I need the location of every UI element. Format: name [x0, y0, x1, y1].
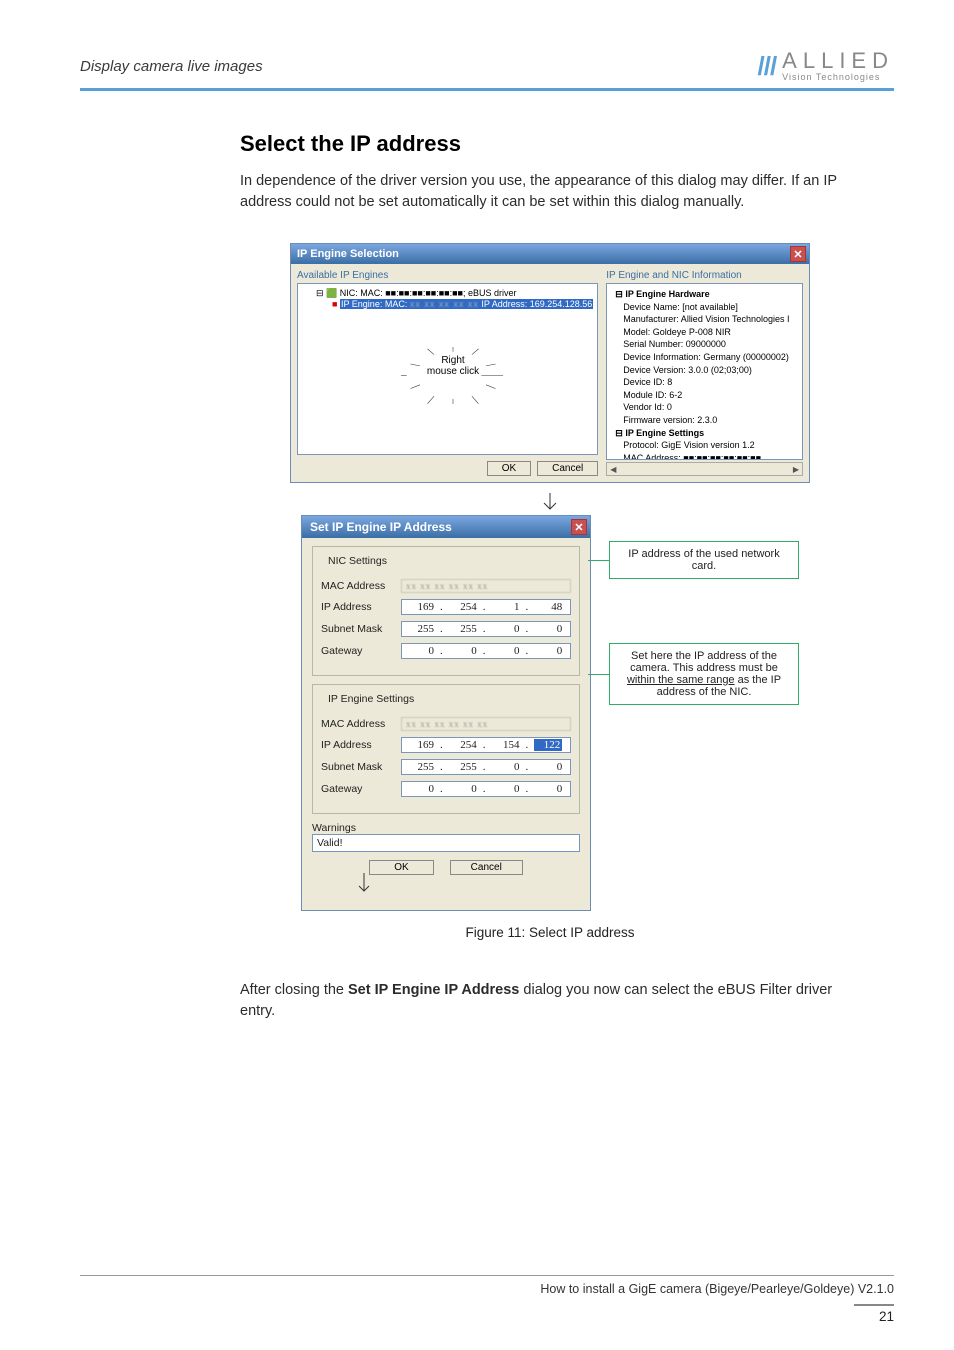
- mac-label: MAC Address: [321, 718, 393, 730]
- set-ip-dialog: Set IP Engine IP Address ✕ NIC Settings …: [301, 515, 591, 911]
- group-title: IP Engine Settings: [325, 693, 417, 705]
- info-item: Vendor Id: 0: [615, 401, 800, 414]
- scroll-left-icon[interactable]: ◀: [607, 465, 619, 474]
- dialog-title: IP Engine Selection: [297, 248, 399, 260]
- cancel-button[interactable]: Cancel: [537, 461, 598, 476]
- page-number: 21: [854, 1304, 894, 1324]
- intro-paragraph: In dependence of the driver version you …: [240, 171, 860, 213]
- right-click-hint: Right mouse click: [408, 354, 498, 394]
- nic-gateway-field[interactable]: 0. 0. 0. 0: [401, 643, 571, 659]
- info-item: Device Name: [not available]: [615, 301, 800, 314]
- engine-info-label: IP Engine and NIC Information: [606, 270, 803, 281]
- gateway-label: Gateway: [321, 783, 393, 795]
- tree-engine-line[interactable]: ■ IP Engine: MAC: xx xx xx xx xx IP Addr…: [316, 299, 593, 309]
- info-heading: ⊟ IP Engine Hardware: [615, 288, 800, 301]
- info-item: Firmware version: 2.3.0: [615, 414, 800, 427]
- callout-camera-ip: Set here the IP address of the camera. T…: [609, 643, 799, 705]
- logo-main: ALLIED: [782, 50, 894, 72]
- logo: /// ALLIED Vision Technologies: [758, 50, 895, 82]
- info-item: Manufacturer: Allied Vision Technologies…: [615, 313, 800, 326]
- subnet-label: Subnet Mask: [321, 623, 393, 635]
- hscrollbar[interactable]: ◀ ▶: [606, 462, 803, 476]
- callout-nic-ip: IP address of the used network card.: [609, 541, 799, 579]
- section-title: Display camera live images: [80, 58, 263, 75]
- figure: IP Engine Selection ✕ Available IP Engin…: [240, 243, 860, 960]
- cancel-button[interactable]: Cancel: [450, 860, 523, 875]
- warnings-label: Warnings: [312, 822, 580, 834]
- warnings-value: Valid!: [312, 834, 580, 852]
- after-paragraph: After closing the Set IP Engine IP Addre…: [240, 980, 860, 1022]
- ok-button[interactable]: OK: [487, 461, 531, 476]
- info-item: Device ID: 8: [615, 376, 800, 389]
- nic-settings-group: NIC Settings MAC Address xx xx xx xx xx …: [312, 546, 580, 676]
- ip-label: IP Address: [321, 739, 393, 751]
- info-heading: ⊟ IP Engine Settings: [615, 427, 800, 440]
- connector-arrow-icon: [530, 493, 570, 515]
- close-icon[interactable]: ✕: [571, 519, 587, 535]
- warnings-section: Warnings Valid!: [312, 822, 580, 852]
- tree-nic-line: ⊟ 🟩 NIC: MAC: ■■:■■:■■:■■:■■:■■; eBUS dr…: [316, 288, 593, 299]
- group-title: NIC Settings: [325, 555, 390, 567]
- available-engines-label: Available IP Engines: [297, 270, 598, 281]
- info-item: Device Version: 3.0.0 (02;03;00): [615, 364, 800, 377]
- nic-mac-field: xx xx xx xx xx xx: [401, 579, 571, 593]
- engine-settings-group: IP Engine Settings MAC Address xx xx xx …: [312, 684, 580, 814]
- mac-label: MAC Address: [321, 580, 393, 592]
- arrow-down-icon: [356, 873, 580, 900]
- ok-button[interactable]: OK: [369, 860, 433, 875]
- engine-ip-field[interactable]: 169. 254. 154. 122: [401, 737, 571, 753]
- page-heading: Select the IP address: [240, 131, 860, 157]
- engine-info-tree: ⊟ IP Engine Hardware Device Name: [not a…: [606, 283, 803, 460]
- info-item: Serial Number: 09000000: [615, 338, 800, 351]
- engine-mac-field: xx xx xx xx xx xx: [401, 717, 571, 731]
- close-icon[interactable]: ✕: [790, 246, 806, 262]
- engine-gateway-field[interactable]: 0. 0. 0. 0: [401, 781, 571, 797]
- logo-sub: Vision Technologies: [782, 73, 894, 82]
- ip-label: IP Address: [321, 601, 393, 613]
- info-item: Model: Goldeye P-008 NIR: [615, 326, 800, 339]
- ip-engine-selection-dialog: IP Engine Selection ✕ Available IP Engin…: [290, 243, 810, 483]
- subnet-label: Subnet Mask: [321, 761, 393, 773]
- nic-subnet-field[interactable]: 255. 255. 0. 0: [401, 621, 571, 637]
- footer-text: How to install a GigE camera (Bigeye/Pea…: [80, 1275, 894, 1296]
- dialog-title: Set IP Engine IP Address: [310, 520, 452, 534]
- gateway-label: Gateway: [321, 645, 393, 657]
- engines-tree[interactable]: ⊟ 🟩 NIC: MAC: ■■:■■:■■:■■:■■:■■; eBUS dr…: [297, 283, 598, 455]
- logo-slashes-icon: ///: [758, 51, 777, 82]
- scroll-right-icon[interactable]: ▶: [790, 465, 802, 474]
- engine-subnet-field[interactable]: 255. 255. 0. 0: [401, 759, 571, 775]
- info-item: Module ID: 6-2: [615, 389, 800, 402]
- header-divider: [80, 88, 894, 91]
- info-item: MAC Address: ■■:■■:■■:■■:■■:■■: [615, 452, 800, 460]
- figure-caption: Figure 11: Select IP address: [465, 925, 634, 940]
- info-item: Device Information: Germany (00000002): [615, 351, 800, 364]
- info-item: Protocol: GigE Vision version 1.2: [615, 439, 800, 452]
- nic-ip-field[interactable]: 169. 254. 1. 48: [401, 599, 571, 615]
